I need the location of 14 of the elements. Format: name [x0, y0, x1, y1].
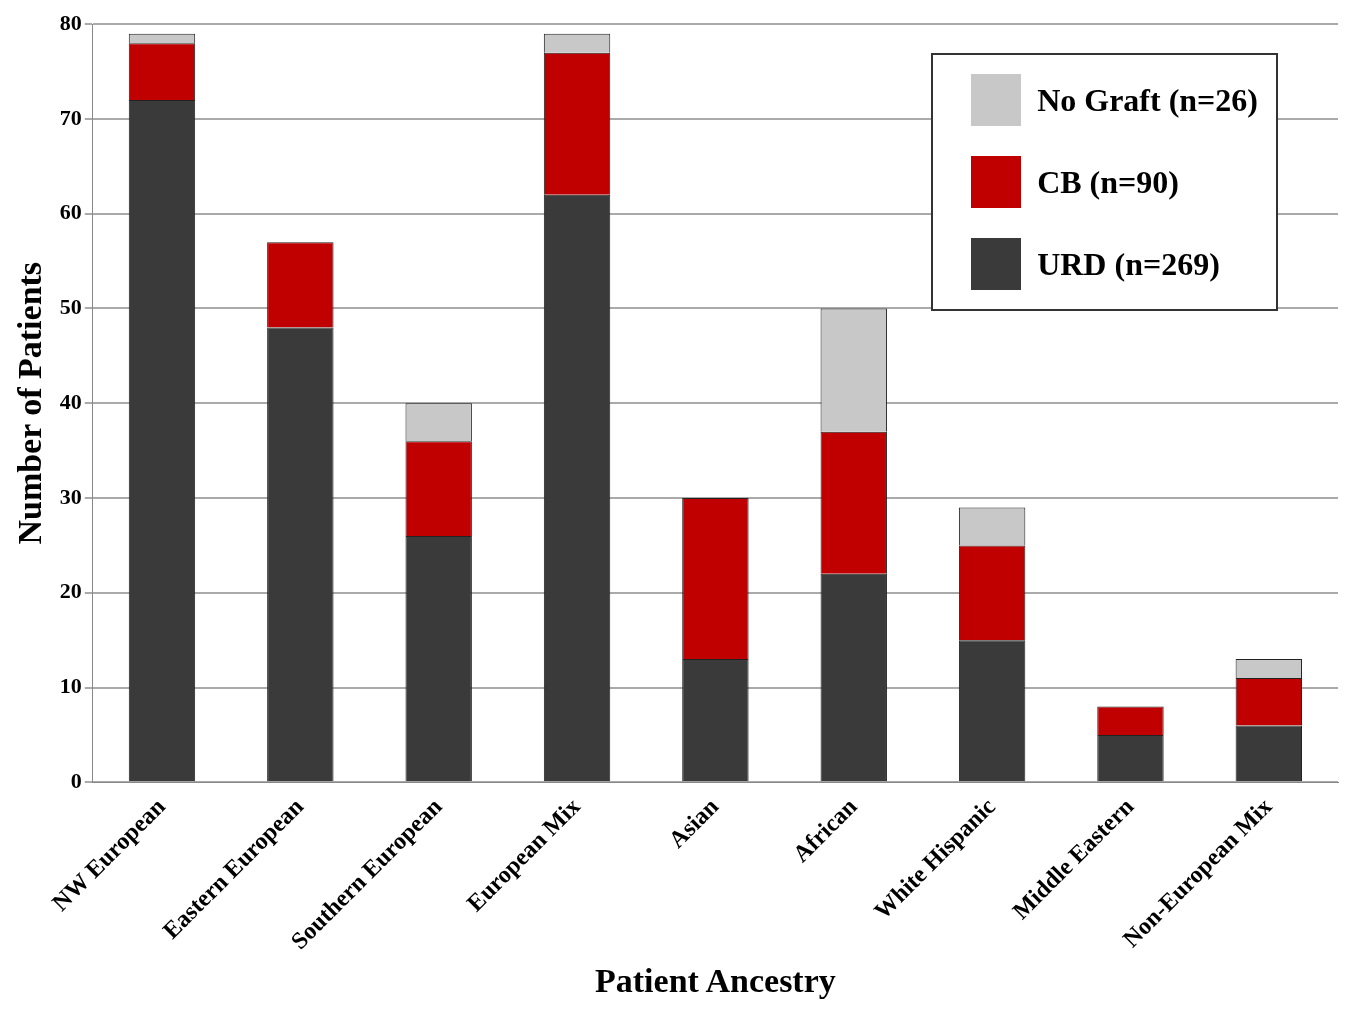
y-axis-title: Number of Patients: [11, 261, 49, 545]
y-tick-label: 30: [59, 483, 82, 509]
y-tick-label: 70: [59, 104, 82, 130]
legend-label: No Graft (n=26): [1037, 81, 1258, 119]
y-tick-label: 60: [59, 199, 82, 225]
y-tick-label: 20: [59, 578, 82, 604]
x-axis-title: Patient Ancestry: [595, 962, 836, 1000]
y-tick-label: 40: [59, 388, 82, 414]
legend-label: URD (n=269): [1037, 245, 1220, 283]
y-tick-label: 80: [59, 9, 82, 35]
y-tick-label: 10: [59, 673, 82, 699]
y-tick-label: 50: [59, 294, 82, 320]
y-tick-label: 0: [70, 767, 82, 793]
legend-label: CB (n=90): [1037, 163, 1179, 201]
